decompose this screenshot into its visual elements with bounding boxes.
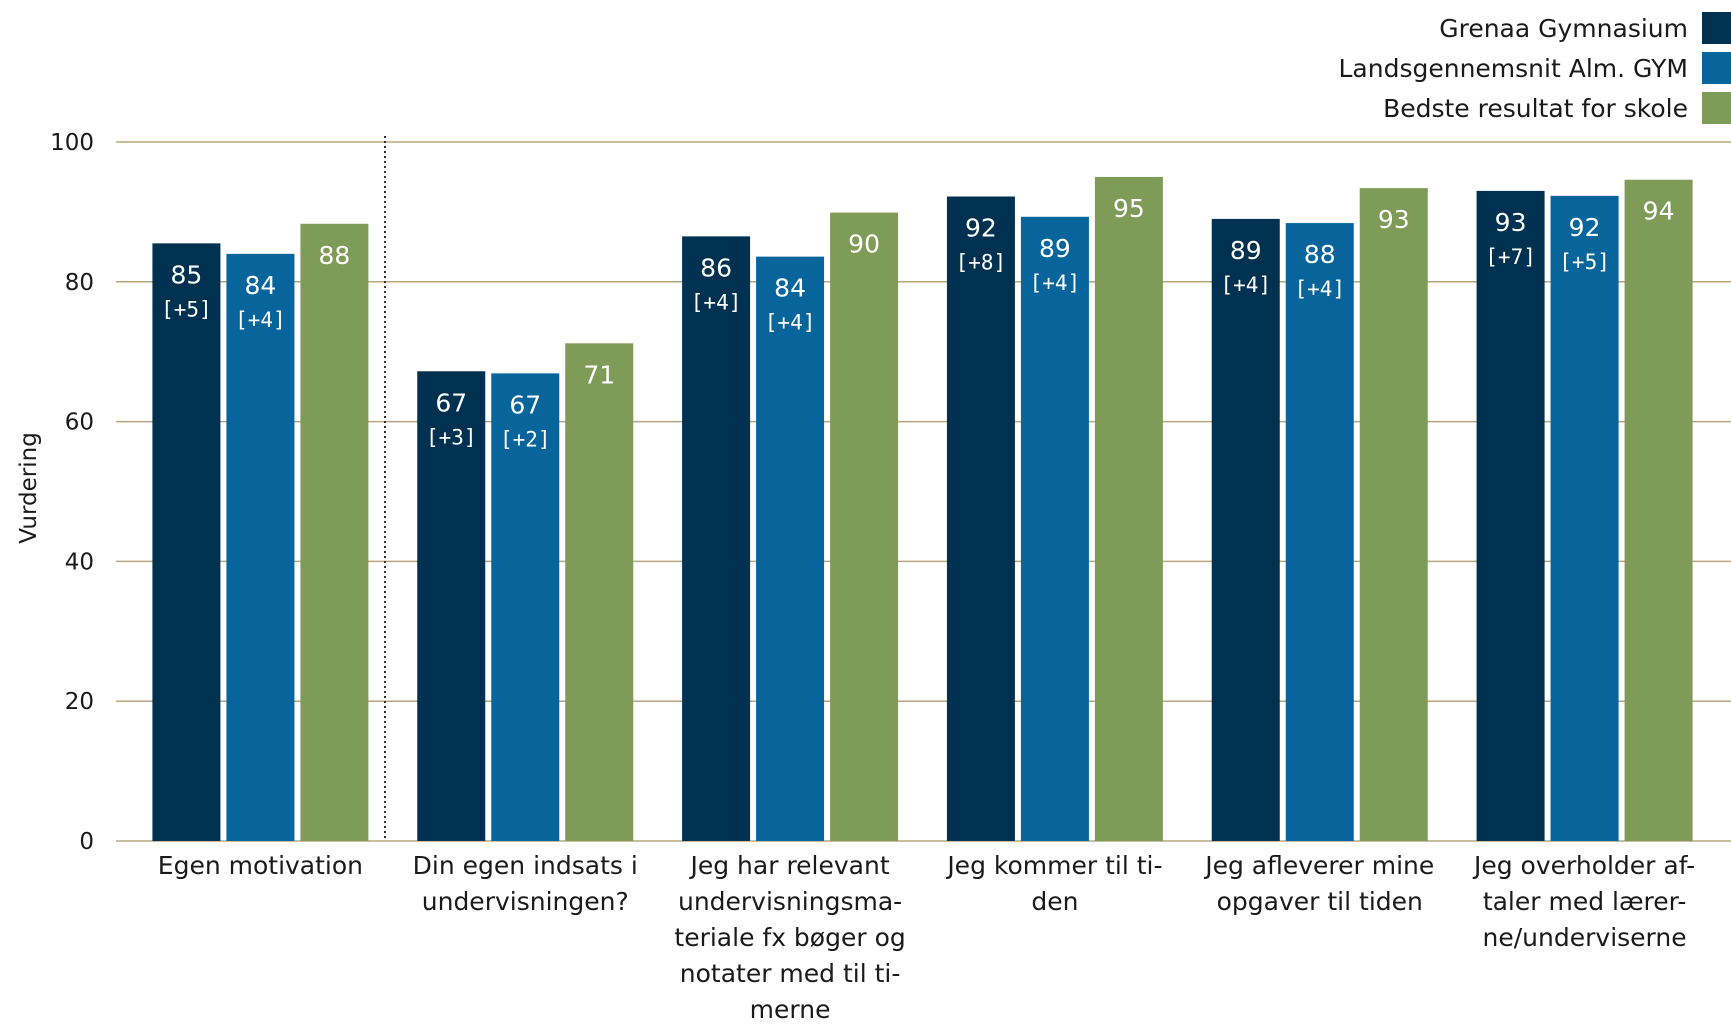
data-label: 84	[774, 274, 806, 303]
category-label: taler med lærer-	[1483, 887, 1687, 916]
category-label: merne	[750, 995, 831, 1024]
bar	[417, 371, 486, 841]
data-label: 92	[1569, 213, 1601, 242]
x-axis-category-labels: Egen motivation Din egen indsats i undervi…	[158, 851, 1695, 1024]
legend: Grenaa Gymnasium Landsgennemsnit Alm. GYM…	[1339, 12, 1731, 124]
data-label: 93	[1495, 208, 1527, 237]
delta-label: [+5]	[161, 297, 212, 321]
data-label: 95	[1113, 194, 1145, 223]
data-label: 84	[245, 271, 277, 300]
data-label: 94	[1643, 197, 1675, 226]
bar	[1094, 176, 1163, 841]
legend-swatch	[1702, 12, 1731, 44]
data-label: 89	[1230, 236, 1262, 265]
delta-label: [+4]	[235, 308, 286, 332]
delta-label: [+4]	[691, 290, 742, 314]
bar	[1624, 179, 1693, 842]
data-label: 67	[435, 388, 467, 417]
data-label: 90	[848, 230, 880, 259]
legend-entry: Grenaa Gymnasium	[1439, 14, 1688, 43]
bar	[1211, 218, 1280, 841]
data-label: 92	[965, 214, 997, 243]
y-tick-label: 20	[65, 689, 94, 715]
y-tick-label: 40	[65, 549, 94, 575]
legend-entry: Landsgennemsnit Alm. GYM	[1339, 54, 1689, 83]
bar	[946, 196, 1015, 842]
legend-swatch	[1702, 92, 1731, 124]
delta-label: [+7]	[1485, 245, 1536, 269]
delta-label: [+4]	[765, 311, 816, 335]
bar	[226, 253, 295, 842]
data-label: 88	[319, 241, 351, 270]
category-label: Jeg har relevant	[688, 851, 889, 880]
bar	[1020, 216, 1089, 842]
data-label: 88	[1304, 240, 1336, 269]
category-label: den	[1031, 887, 1078, 916]
bar	[1550, 195, 1619, 841]
delta-label: [+4]	[1030, 271, 1081, 295]
y-tick-label: 100	[50, 130, 94, 156]
category-label: Din egen indsats i	[413, 851, 638, 880]
category-label: undervisningen?	[422, 887, 629, 916]
y-axis-label: Vurdering	[16, 432, 42, 544]
bar	[830, 212, 899, 841]
data-label: 86	[700, 253, 732, 282]
bar	[682, 236, 751, 842]
category-label: opgaver til tiden	[1217, 887, 1423, 916]
data-label: 85	[171, 260, 203, 289]
category-label: notater med til ti-	[680, 959, 901, 988]
bar	[152, 243, 221, 842]
legend-swatch	[1702, 52, 1731, 84]
data-label: 89	[1039, 234, 1071, 263]
category-label: ne/underviserne	[1483, 923, 1687, 952]
bar	[1285, 223, 1354, 842]
category-label: Jeg overholder af-	[1472, 851, 1695, 880]
bar	[756, 256, 825, 841]
data-label: 93	[1378, 205, 1410, 234]
bars: 85 [+5] 84 [+4] 88 67 [+3] 67 [+2] 71 86 [+4] 84 [+4]…	[152, 176, 1693, 842]
y-tick-label: 80	[65, 270, 94, 296]
bar	[491, 373, 560, 841]
category-label: Egen motivation	[158, 851, 363, 880]
delta-label: [+4]	[1294, 277, 1345, 301]
category-label: teriale fx bøger og	[674, 923, 905, 952]
category-label: Jeg kommer til ti-	[945, 851, 1162, 880]
y-axis-ticks: 0 20 40 60 80 100	[50, 130, 94, 855]
data-label: 67	[509, 390, 541, 419]
y-tick-label: 60	[65, 410, 94, 436]
delta-label: [+8]	[956, 251, 1007, 275]
delta-label: [+5]	[1559, 250, 1610, 274]
data-label: 71	[583, 360, 615, 389]
bar	[1476, 190, 1545, 841]
delta-label: [+4]	[1220, 273, 1271, 297]
bar	[300, 223, 369, 841]
delta-label: [+3]	[426, 425, 477, 449]
y-tick-label: 0	[79, 829, 94, 855]
delta-label: [+2]	[500, 427, 551, 451]
bar	[1359, 188, 1428, 841]
bar	[565, 343, 634, 841]
category-label: undervisningsma-	[678, 887, 902, 916]
legend-entry: Bedste resultat for skole	[1383, 94, 1688, 123]
category-label: Jeg afleverer mine	[1203, 851, 1434, 880]
